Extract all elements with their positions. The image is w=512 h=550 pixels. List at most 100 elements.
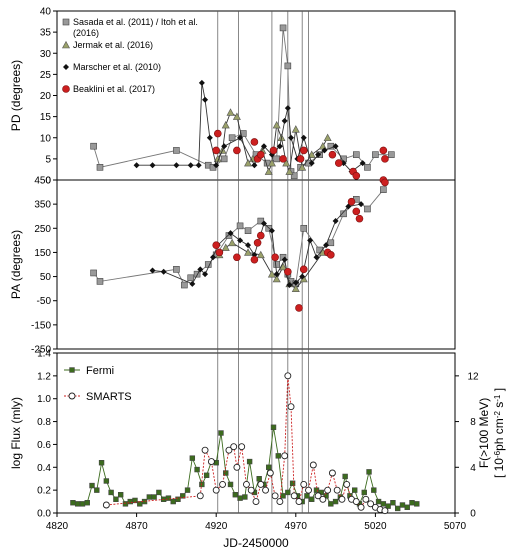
data-point-fermi <box>371 487 377 493</box>
data-point-smarts <box>284 372 292 380</box>
data-point-marscher-et-al-2010- <box>213 162 220 169</box>
data-point-fermi <box>409 500 415 506</box>
data-point-smarts <box>247 486 255 494</box>
data-point-smarts <box>201 446 209 454</box>
panel-frame-3 <box>56 352 456 514</box>
legend-label: Marscher et al. (2010) <box>73 62 161 72</box>
data-point-fermi <box>289 480 296 486</box>
data-point-smarts <box>225 446 233 454</box>
y-tick-label: 15 <box>40 112 52 123</box>
x-axis-label: JD-2450000 <box>223 536 289 550</box>
data-point-fermi <box>232 492 239 498</box>
data-point-smarts <box>338 495 346 503</box>
data-point-marscher-et-al-2010- <box>292 279 299 286</box>
data-point-smarts <box>324 486 332 494</box>
y-tick-label: 0.4 <box>37 463 51 474</box>
data-point-fermi <box>70 500 76 506</box>
data-point-beaklini-et-al-2017- <box>295 304 303 312</box>
data-point-fermi <box>285 489 291 496</box>
y-tick-label: -150 <box>31 320 51 331</box>
data-point-sasada-et-al-2011-itoh-et-al-2016- <box>340 210 347 218</box>
data-point-beaklini-et-al-2017- <box>347 197 356 206</box>
data-point-fermi <box>74 501 81 507</box>
unit-part: -1 <box>493 394 502 402</box>
data-point-fermi <box>218 430 224 436</box>
y-tick-label: 350 <box>34 200 51 211</box>
data-point-smarts <box>309 461 317 469</box>
data-point-sasada-et-al-2011-itoh-et-al-2016- <box>300 224 308 232</box>
data-point-fermi <box>156 489 162 496</box>
data-point-fermi <box>184 487 191 493</box>
y-tick-label: 1.0 <box>37 394 51 405</box>
unit-part: -2 <box>493 411 502 419</box>
data-point-marscher-et-al-2010- <box>284 105 291 112</box>
data-point-fermi <box>203 472 210 478</box>
data-point-smarts <box>242 480 250 488</box>
vertical-marker-lines <box>217 11 309 513</box>
legend-marker <box>62 18 70 26</box>
data-point-fermi <box>275 453 281 459</box>
data-point-smarts <box>352 498 360 506</box>
data-point-beaklini-et-al-2017- <box>284 267 292 276</box>
data-point-sasada-et-al-2011-itoh-et-al-2016- <box>327 239 335 247</box>
data-point-fermi <box>361 489 367 496</box>
data-point-jermak-et-al-2016- <box>267 270 276 278</box>
data-point-sasada-et-al-2011-itoh-et-al-2016- <box>388 151 395 158</box>
data-point-jermak-et-al-2016- <box>232 112 241 120</box>
data-point-marscher-et-al-2010- <box>299 273 306 280</box>
data-point-sasada-et-al-2011-itoh-et-al-2016- <box>181 281 188 289</box>
data-point-beaklini-et-al-2017- <box>233 253 241 262</box>
data-point-fermi <box>94 487 100 493</box>
data-point-smarts <box>381 507 389 515</box>
data-point-beaklini-et-al-2017- <box>269 146 278 155</box>
data-point-jermak-et-al-2016- <box>264 167 273 175</box>
data-point-fermi <box>108 489 114 496</box>
data-point-fermi <box>98 460 105 466</box>
data-point-fermi <box>380 501 387 507</box>
data-point-sasada-et-al-2011-itoh-et-al-2016- <box>228 134 236 142</box>
data-point-jermak-et-al-2016- <box>323 133 332 142</box>
data-point-sasada-et-al-2011-itoh-et-al-2016- <box>193 270 201 278</box>
data-point-fermi <box>332 498 339 505</box>
y-tick-label: 30 <box>40 49 52 60</box>
data-point-smarts <box>257 480 265 488</box>
data-point-beaklini-et-al-2017- <box>271 253 279 262</box>
legend-label: Jermak et al. (2016) <box>73 40 153 50</box>
data-point-smarts <box>262 486 270 494</box>
data-point-marscher-et-al-2010- <box>281 256 288 263</box>
data-point-beaklini-et-al-2017- <box>279 155 287 163</box>
data-point-fermi <box>304 493 310 499</box>
data-point-smarts <box>230 443 238 451</box>
data-point-jermak-et-al-2016- <box>267 158 276 167</box>
data-point-marscher-et-al-2010- <box>323 242 330 249</box>
data-point-beaklini-et-al-2017- <box>328 150 337 159</box>
data-point-jermak-et-al-2016- <box>291 284 300 292</box>
x-tick-label: 5020 <box>364 521 387 532</box>
unit-part: -6 <box>493 450 502 458</box>
y-tick-label: 0.2 <box>37 486 51 497</box>
data-point-fermi <box>394 505 401 512</box>
data-point-marscher-et-al-2010- <box>202 271 209 278</box>
data-point-marscher-et-al-2010- <box>307 237 314 244</box>
data-point-fermi <box>103 478 110 484</box>
data-point-jermak-et-al-2016- <box>291 125 300 133</box>
chart-marks <box>70 24 420 515</box>
data-point-smarts <box>357 503 365 511</box>
y-tick-label: 150 <box>34 248 51 259</box>
data-point-marscher-et-al-2010- <box>260 143 267 150</box>
data-point-marscher-et-al-2010- <box>227 230 234 237</box>
legend-label: (2016) <box>73 28 99 38</box>
data-point-marscher-et-al-2010- <box>260 220 267 227</box>
data-point-sasada-et-al-2011-itoh-et-al-2016- <box>372 151 379 158</box>
data-point-sasada-et-al-2011-itoh-et-al-2016- <box>96 278 104 285</box>
data-point-fermi <box>79 501 86 507</box>
data-point-marscher-et-al-2010- <box>245 242 252 249</box>
data-point-jermak-et-al-2016- <box>244 158 253 167</box>
legend-marker-fermi <box>69 367 75 373</box>
data-point-smarts <box>271 492 279 500</box>
y-right-axis-units: [ 10-6ph cm-2 s-1 ] <box>492 388 506 478</box>
legend-marker <box>63 64 69 70</box>
data-point-marscher-et-al-2010- <box>198 79 205 86</box>
data-point-smarts <box>212 486 220 494</box>
legend-label-fermi: Fermi <box>86 365 114 377</box>
